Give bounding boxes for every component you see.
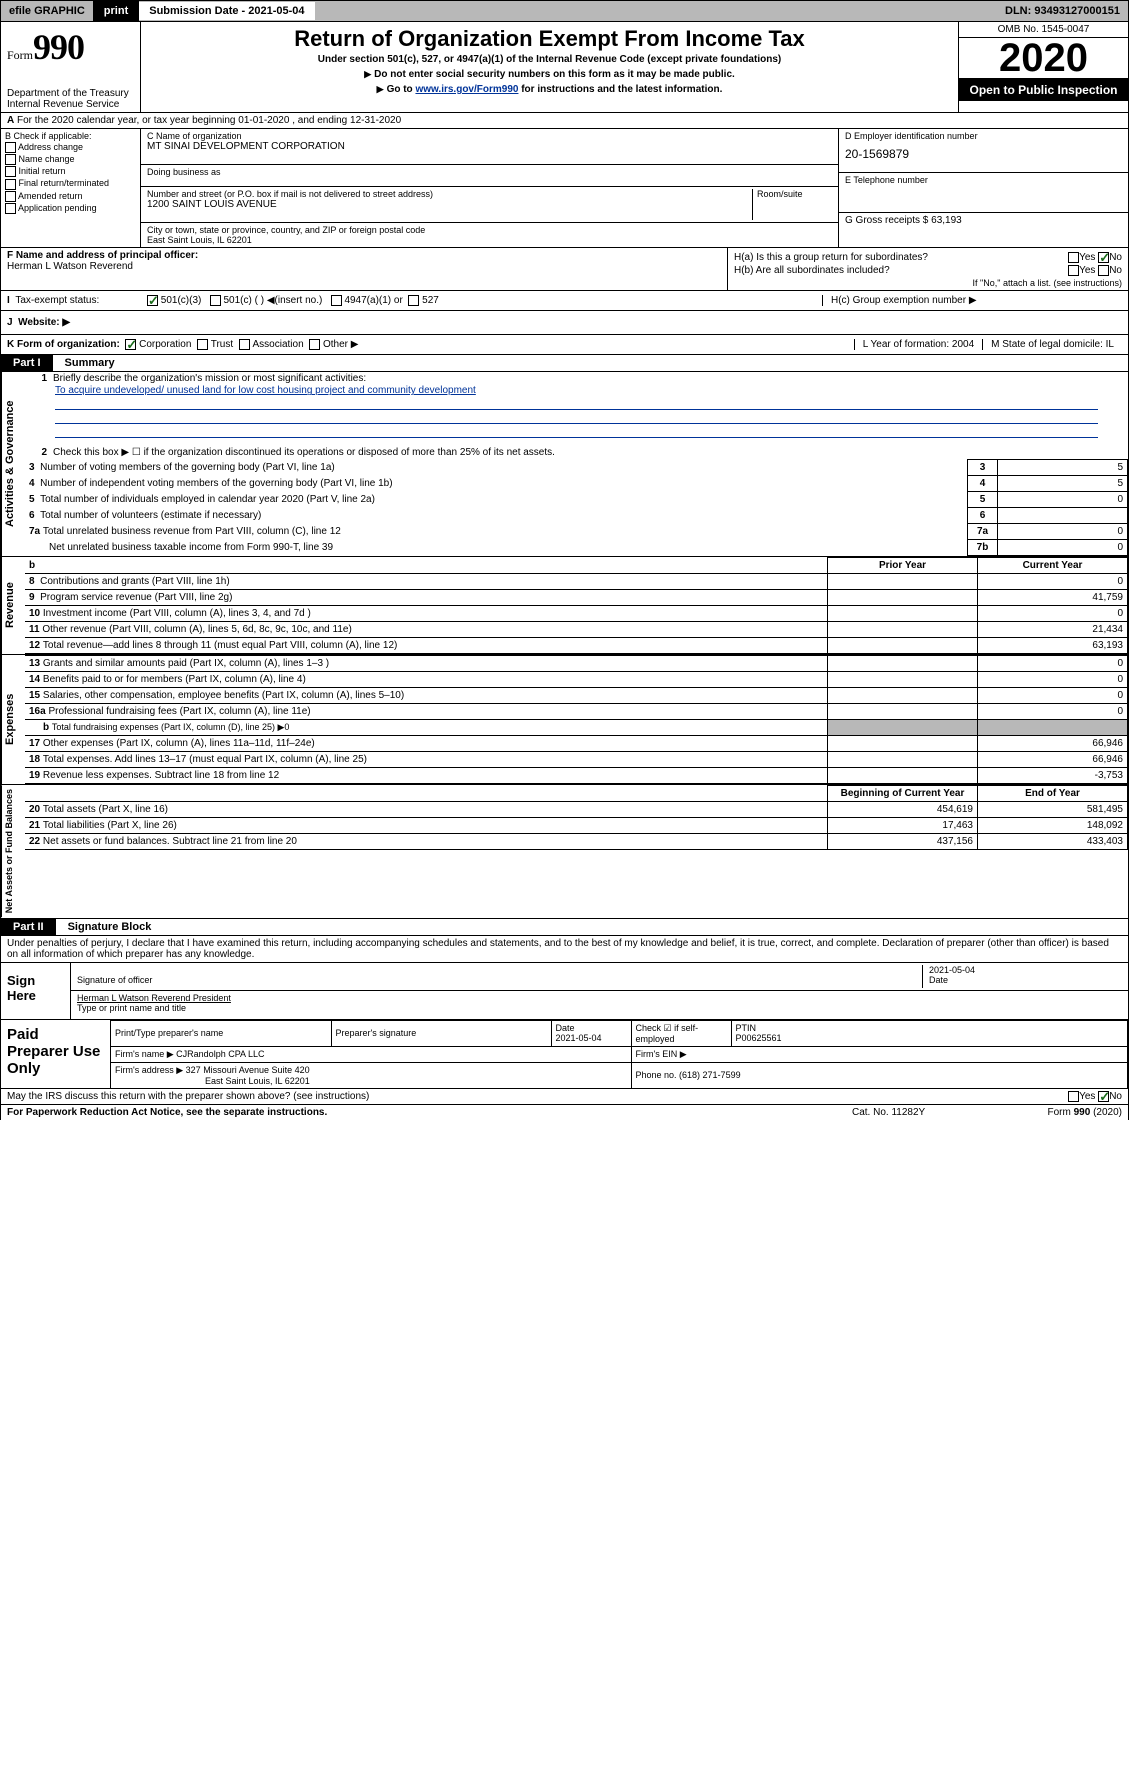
expenses-table: 13 Grants and similar amounts paid (Part…	[25, 655, 1128, 784]
form-subtitle: Under section 501(c), 527, or 4947(a)(1)…	[149, 54, 950, 65]
mission-text: To acquire undeveloped/ unused land for …	[55, 385, 476, 396]
addr-label: Number and street (or P.O. box if mail i…	[147, 189, 752, 199]
gross-receipts: G Gross receipts $ 63,193	[839, 213, 1128, 228]
vtab-revenue: Revenue	[1, 557, 25, 654]
vtab-governance: Activities & Governance	[1, 372, 25, 556]
summary-governance: Activities & Governance 1Briefly describ…	[0, 372, 1129, 557]
form-number: Form990	[7, 26, 134, 68]
preparer-table: Print/Type preparer's name Preparer's si…	[111, 1020, 1128, 1088]
line-k: K Form of organization: Corporation Trus…	[0, 335, 1129, 355]
form-note-1: Do not enter social security numbers on …	[149, 69, 950, 80]
officer-name-title: Herman L Watson Reverend President	[77, 993, 231, 1003]
ein-label: D Employer identification number	[845, 131, 1122, 141]
org-name: MT SINAI DEVELOPMENT CORPORATION	[147, 141, 832, 152]
firm-address: 327 Missouri Avenue Suite 420	[186, 1065, 310, 1075]
ein-value: 20-1569879	[845, 147, 1122, 161]
dept-label: Department of the Treasury	[7, 88, 134, 99]
form-note-2: Go to www.irs.gov/Form990 for instructio…	[149, 84, 950, 95]
cb-name-change[interactable]: Name change	[5, 154, 136, 165]
netassets-table: Beginning of Current YearEnd of Year 20 …	[25, 785, 1128, 850]
section-fh: F Name and address of principal officer:…	[0, 248, 1129, 291]
firm-name: CJRandolph CPA LLC	[176, 1049, 264, 1059]
summary-netassets: Net Assets or Fund Balances Beginning of…	[0, 785, 1129, 918]
ha-no-checked	[1098, 252, 1109, 263]
header-left: Form990 Department of the Treasury Inter…	[1, 22, 141, 112]
cb-corporation	[125, 339, 136, 350]
line-j: J Website: ▶	[0, 311, 1129, 335]
perjury-text: Under penalties of perjury, I declare th…	[0, 936, 1129, 963]
footer: For Paperwork Reduction Act Notice, see …	[0, 1105, 1129, 1120]
cb-final-return[interactable]: Final return/terminated	[5, 178, 136, 189]
form-ref: Form 990 (2020)	[1002, 1107, 1122, 1118]
room-label: Room/suite	[752, 189, 832, 220]
line-i: I Tax-exempt status: 501(c)(3) 501(c) ( …	[0, 291, 1129, 311]
gov-table: 3 Number of voting members of the govern…	[25, 459, 1128, 556]
vtab-netassets: Net Assets or Fund Balances	[1, 785, 25, 917]
line-a: A For the 2020 calendar year, or tax yea…	[0, 113, 1129, 129]
ptin: P00625561	[736, 1033, 782, 1043]
header-middle: Return of Organization Exempt From Incom…	[141, 22, 958, 112]
dba-label: Doing business as	[147, 167, 832, 177]
city-label: City or town, state or province, country…	[147, 225, 832, 235]
firm-phone: Phone no. (618) 271-7599	[631, 1062, 1128, 1088]
cb-501c3	[147, 295, 158, 306]
summary-revenue: Revenue bPrior YearCurrent Year 8 Contri…	[0, 557, 1129, 655]
box-b-label: B Check if applicable:	[5, 131, 136, 141]
sign-here: Sign Here Signature of officer 2021-05-0…	[0, 963, 1129, 1020]
year-formation: L Year of formation: 2004	[854, 339, 982, 350]
sign-date: 2021-05-04	[929, 965, 975, 975]
box-b: B Check if applicable: Address change Na…	[1, 129, 141, 247]
open-public: Open to Public Inspection	[959, 79, 1128, 101]
cb-address-change[interactable]: Address change	[5, 142, 136, 153]
vtab-expenses: Expenses	[1, 655, 25, 784]
box-de: D Employer identification number 20-1569…	[838, 129, 1128, 247]
officer-name: Herman L Watson Reverend	[7, 261, 721, 272]
discuss-no-checked	[1098, 1091, 1109, 1102]
form990-link[interactable]: www.irs.gov/Form990	[415, 84, 518, 95]
print-button[interactable]: print	[93, 1, 139, 21]
city-state-zip: East Saint Louis, IL 62201	[147, 235, 832, 245]
summary-expenses: Expenses 13 Grants and similar amounts p…	[0, 655, 1129, 785]
phone-label: E Telephone number	[845, 175, 1122, 185]
cat-no: Cat. No. 11282Y	[852, 1107, 1002, 1118]
revenue-table: bPrior YearCurrent Year 8 Contributions …	[25, 557, 1128, 654]
paid-preparer: Paid Preparer Use Only Print/Type prepar…	[0, 1020, 1129, 1089]
irs-label: Internal Revenue Service	[7, 99, 134, 110]
submission-date: Submission Date - 2021-05-04	[139, 2, 314, 20]
form-title: Return of Organization Exempt From Incom…	[149, 26, 950, 52]
section-bcdefg: B Check if applicable: Address change Na…	[0, 129, 1129, 248]
part1-header: Part I Summary	[0, 355, 1129, 372]
top-bar: efile GRAPHIC print Submission Date - 20…	[0, 0, 1129, 22]
box-h: H(a) Is this a group return for subordin…	[728, 248, 1128, 290]
box-f: F Name and address of principal officer:…	[1, 248, 728, 290]
part2-header: Part II Signature Block	[0, 919, 1129, 936]
tax-year: 2020	[959, 38, 1128, 79]
form-header: Form990 Department of the Treasury Inter…	[0, 22, 1129, 113]
hc-label: H(c) Group exemption number ▶	[822, 295, 1122, 306]
dln-label: DLN: 93493127000151	[997, 2, 1128, 20]
org-name-label: C Name of organization	[147, 131, 832, 141]
state-domicile: M State of legal domicile: IL	[982, 339, 1122, 350]
cb-application-pending[interactable]: Application pending	[5, 203, 136, 214]
street-address: 1200 SAINT LOUIS AVENUE	[147, 199, 752, 210]
header-right: OMB No. 1545-0047 2020 Open to Public In…	[958, 22, 1128, 112]
cb-initial-return[interactable]: Initial return	[5, 166, 136, 177]
box-c: C Name of organization MT SINAI DEVELOPM…	[141, 129, 838, 247]
efile-label: efile GRAPHIC	[1, 2, 93, 20]
cb-amended[interactable]: Amended return	[5, 191, 136, 202]
discuss-row: May the IRS discuss this return with the…	[0, 1089, 1129, 1105]
